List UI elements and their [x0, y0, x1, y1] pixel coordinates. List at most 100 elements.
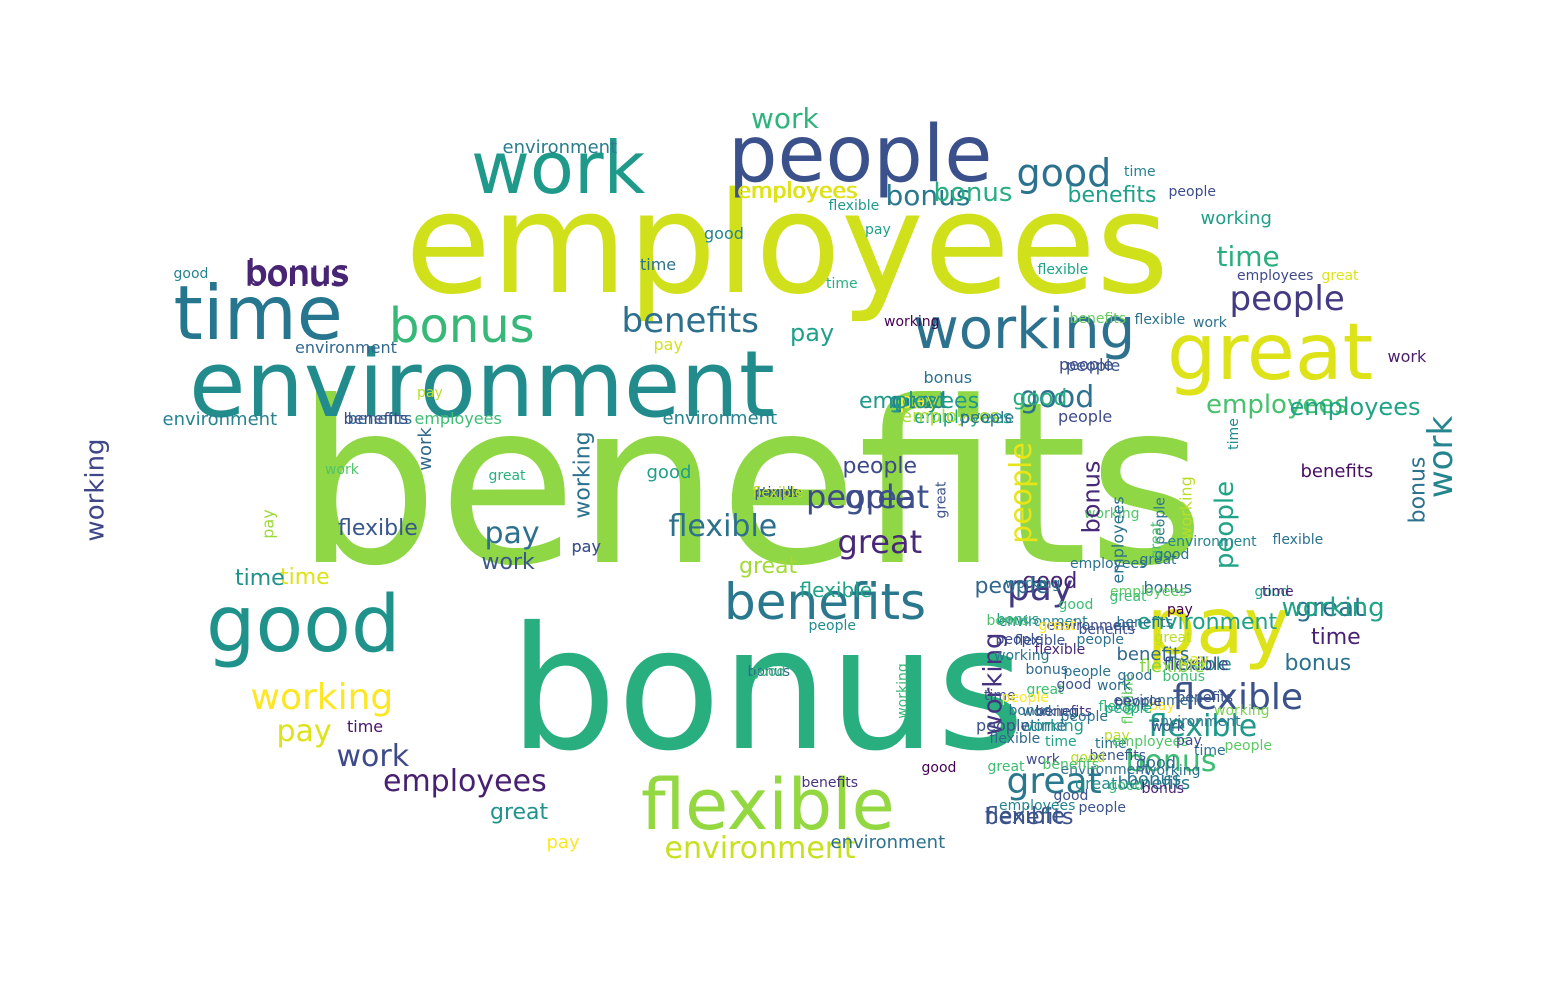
cloud-word-great: great [1026, 682, 1064, 698]
cloud-word-employees: employees [914, 407, 1013, 428]
cloud-word-working: working [1084, 506, 1140, 522]
cloud-word-working: working [994, 648, 1050, 664]
cloud-word-good: good [173, 266, 209, 282]
cloud-word-work: work [471, 126, 646, 210]
cloud-word-employees: employees [1070, 556, 1147, 572]
cloud-word-good: good [1136, 753, 1176, 772]
cloud-word-time: time [1124, 164, 1156, 180]
cloud-word-great: great [1006, 761, 1102, 802]
cloud-word-great: great [1139, 552, 1177, 568]
cloud-word-environment: environment [1151, 714, 1241, 730]
cloud-word-benefits: benefits [1078, 622, 1136, 638]
cloud-word-employees: employees [999, 798, 1076, 814]
cloud-word-pay: pay [571, 537, 601, 556]
cloud-word-work: work [1193, 315, 1227, 331]
cloud-word-great: great [844, 478, 930, 516]
cloud-word-great: great [1038, 618, 1076, 634]
cloud-word-benefits: benefits [1117, 773, 1191, 794]
cloud-word-pay: pay [865, 222, 891, 238]
cloud-word-pay: pay [546, 832, 580, 853]
cloud-word-people: people [1066, 356, 1121, 375]
cloud-word-pay: pay [1104, 728, 1130, 744]
cloud-word-great: great [488, 468, 526, 484]
cloud-word-flexible: flexible [1037, 262, 1089, 278]
cloud-word-flexible: flexible [641, 764, 895, 846]
cloud-word-work: work [1387, 347, 1427, 366]
cloud-word-flexible: flexible [1272, 532, 1324, 548]
cloud-word-time: time [1311, 625, 1361, 650]
cloud-word-time: time [1045, 734, 1077, 750]
cloud-word-benefits: benefits [1116, 615, 1174, 631]
cloud-word-employees: employees [405, 163, 1169, 326]
cloud-word-work: work [414, 427, 436, 471]
cloud-word-working: working [884, 314, 940, 330]
cloud-word-people: people [1060, 709, 1108, 725]
cloud-word-time: time [173, 268, 343, 357]
cloud-word-benefits: benefits [1089, 748, 1147, 764]
cloud-word-work: work [761, 485, 795, 501]
cloud-word-employees: employees [1206, 390, 1348, 420]
cloud-word-working: working [1214, 703, 1270, 719]
cloud-word-pay: pay [1149, 698, 1175, 714]
cloud-word-time: time [1216, 240, 1280, 273]
cloud-word-flexible: flexible [338, 516, 418, 541]
cloud-word-time: time [640, 255, 677, 274]
cloud-word-people: people [1059, 355, 1114, 374]
cloud-word-work: work [336, 739, 410, 774]
cloud-word-time: time [1095, 736, 1127, 752]
cloud-word-employees: employees [737, 179, 858, 204]
cloud-word-flexible: flexible [799, 578, 873, 602]
cloud-word-flexible: flexible [1134, 312, 1186, 328]
cloud-word-benefits: benefits [1069, 311, 1127, 327]
cloud-word-people: people [728, 110, 993, 200]
cloud-word-people: people [1168, 184, 1216, 200]
cloud-word-pay: pay [1146, 582, 1290, 672]
cloud-word-flexible: flexible [1014, 633, 1066, 649]
cloud-word-working: working [80, 438, 111, 542]
cloud-word-pay: pay [276, 714, 332, 749]
cloud-word-benefits: benefits [984, 805, 1074, 830]
cloud-word-flexible: flexible [1163, 654, 1229, 675]
cloud-word-good: good [646, 462, 692, 483]
cloud-word-people: people [842, 454, 918, 479]
cloud-word-good: good [1022, 569, 1078, 594]
cloud-word-bonus: bonus [923, 368, 973, 387]
cloud-word-environment: environment [662, 408, 778, 429]
cloud-word-pay: pay [899, 389, 940, 414]
cloud-word-working: working [1176, 476, 1196, 540]
cloud-word-people: people [806, 478, 915, 516]
cloud-word-environment: environment [998, 614, 1088, 630]
cloud-word-employees: employees [901, 406, 1000, 427]
cloud-word-good: good [1108, 778, 1144, 794]
cloud-word-good: good [1012, 386, 1068, 411]
cloud-word-bonus: bonus [1025, 662, 1069, 678]
cloud-word-great: great [739, 554, 798, 579]
cloud-word-people: people [1210, 480, 1241, 570]
cloud-word-time: time [1225, 418, 1242, 450]
cloud-word-benefits: benefits [1042, 757, 1100, 773]
cloud-word-great: great [1154, 630, 1192, 646]
cloud-word-environment: environment [1167, 534, 1257, 550]
cloud-word-great: great [1295, 593, 1365, 623]
cloud-word-people: people [976, 716, 1031, 735]
cloud-word-people: people [1114, 694, 1162, 710]
cloud-word-benefits: benefits [1300, 461, 1374, 482]
cloud-word-environment: environment [502, 137, 618, 158]
cloud-word-good: good [1117, 668, 1153, 684]
cloud-word-environment: environment [1113, 693, 1203, 709]
cloud-word-employees: employees [738, 179, 859, 204]
cloud-word-benefits: benefits [347, 409, 413, 428]
cloud-word-bonus: bonus [885, 179, 971, 212]
cloud-word-employees: employees [859, 389, 980, 414]
cloud-word-work: work [1026, 752, 1060, 768]
cloud-word-pay: pay [1179, 650, 1209, 669]
cloud-word-good: good [1016, 151, 1112, 195]
cloud-word-benefits: benefits [1116, 644, 1190, 665]
cloud-word-people: people [754, 485, 802, 501]
cloud-word-bonus: bonus [747, 664, 791, 680]
cloud-word-bonus: bonus [1141, 781, 1185, 797]
cloud-word-bonus: bonus [1076, 460, 1105, 534]
cloud-word-pay: pay [1176, 733, 1202, 749]
cloud-word-working: working [1020, 716, 1084, 735]
cloud-word-bonus: bonus [1125, 744, 1217, 779]
